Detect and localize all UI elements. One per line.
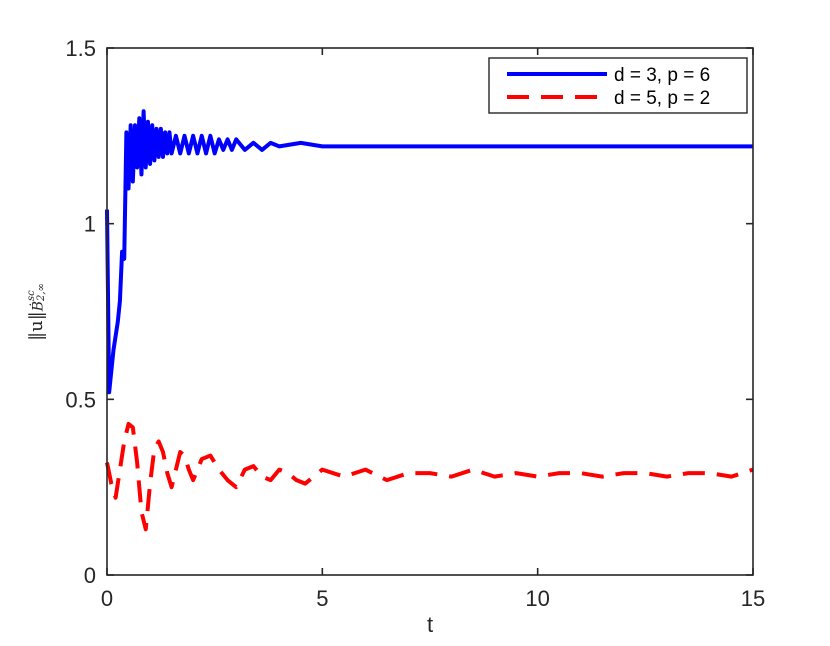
series-line-2 [105,421,754,532]
tick-layer: 0 5 10 15 0 0.5 1 1.5 [65,36,765,611]
x-tick-label: 10 [525,586,549,611]
x-tick-label: 5 [316,586,328,611]
series-layer [105,109,754,532]
y-label-main: ‖u‖ [26,311,48,341]
y-axis-label: ‖u‖ Ḃ sc 2,∞ [26,283,48,341]
y-label-base: Ḃ [30,300,47,312]
legend-box [488,57,748,114]
plot-area [107,48,753,575]
y-tick-label: 0.5 [65,387,96,412]
y-tick-label: 0 [84,563,96,588]
x-tick-label: 15 [741,586,765,611]
x-axis-label: t [427,612,433,637]
series-line-1 [105,109,753,395]
y-tick-label: 1 [84,212,96,237]
legend-label-series-1: d = 3, p = 6 [614,65,710,86]
legend: d = 3, p = 6 d = 5, p = 2 [488,57,748,114]
y-label-sub: 2,∞ [36,283,48,301]
legend-label-series-2: d = 5, p = 2 [614,88,710,109]
x-tick-label: 0 [101,586,113,611]
axes-box [106,47,754,576]
y-tick-label: 1.5 [65,36,96,61]
